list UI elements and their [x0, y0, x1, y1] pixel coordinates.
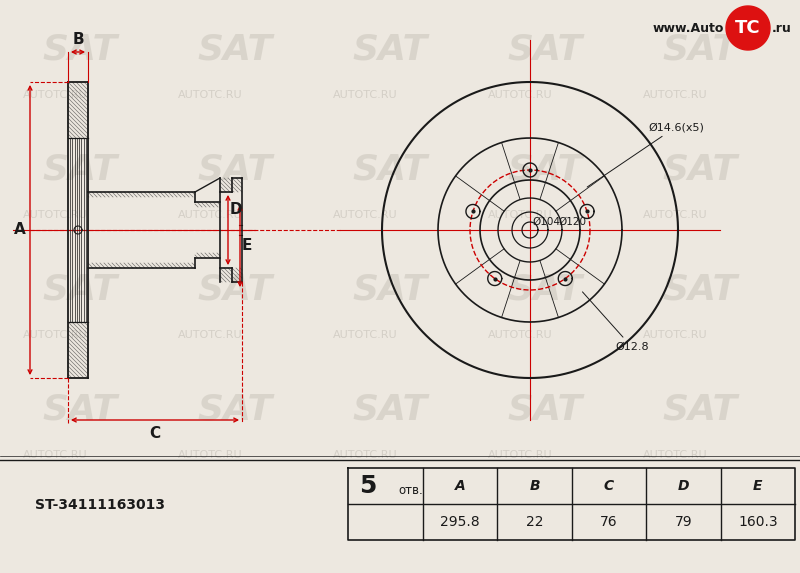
Text: AUTOTC.RU: AUTOTC.RU: [488, 450, 552, 460]
Text: SAT: SAT: [662, 153, 738, 187]
Text: AUTOTC.RU: AUTOTC.RU: [22, 210, 87, 220]
Text: SAT: SAT: [507, 153, 582, 187]
Text: AUTOTC.RU: AUTOTC.RU: [333, 90, 398, 100]
Text: SAT: SAT: [42, 33, 118, 67]
Text: AUTOTC.RU: AUTOTC.RU: [178, 210, 242, 220]
Text: SAT: SAT: [507, 393, 582, 427]
Text: 22: 22: [526, 515, 543, 529]
Text: B: B: [72, 33, 84, 48]
Text: SAT: SAT: [662, 393, 738, 427]
Text: SAT: SAT: [198, 393, 273, 427]
Text: AUTOTC.RU: AUTOTC.RU: [22, 330, 87, 340]
Text: Ø12.8: Ø12.8: [582, 292, 649, 352]
Text: SAT: SAT: [42, 393, 118, 427]
Text: отв.: отв.: [398, 484, 422, 496]
Text: AUTOTC.RU: AUTOTC.RU: [333, 330, 398, 340]
Text: AUTOTC.RU: AUTOTC.RU: [488, 330, 552, 340]
Text: SAT: SAT: [353, 153, 427, 187]
Polygon shape: [726, 6, 770, 50]
Text: E: E: [242, 237, 252, 253]
Text: www.Auto: www.Auto: [653, 22, 724, 34]
Text: B: B: [530, 479, 540, 493]
Text: TC: TC: [735, 19, 761, 37]
Text: AUTOTC.RU: AUTOTC.RU: [642, 450, 707, 460]
Text: SAT: SAT: [662, 33, 738, 67]
Text: AUTOTC.RU: AUTOTC.RU: [488, 90, 552, 100]
Text: C: C: [604, 479, 614, 493]
Text: AUTOTC.RU: AUTOTC.RU: [333, 210, 398, 220]
Text: Ø104: Ø104: [532, 217, 560, 227]
Text: SAT: SAT: [507, 273, 582, 307]
Text: AUTOTC.RU: AUTOTC.RU: [642, 210, 707, 220]
Text: 79: 79: [674, 515, 692, 529]
Text: SAT: SAT: [353, 393, 427, 427]
Text: AUTOTC.RU: AUTOTC.RU: [642, 90, 707, 100]
Text: SAT: SAT: [507, 33, 582, 67]
Text: .ru: .ru: [772, 22, 792, 34]
Text: C: C: [150, 426, 161, 442]
Text: AUTOTC.RU: AUTOTC.RU: [22, 90, 87, 100]
Text: AUTOTC.RU: AUTOTC.RU: [178, 330, 242, 340]
Text: 5: 5: [359, 474, 377, 498]
Text: SAT: SAT: [353, 273, 427, 307]
Text: AUTOTC.RU: AUTOTC.RU: [178, 90, 242, 100]
Text: AUTOTC.RU: AUTOTC.RU: [488, 210, 552, 220]
Text: D: D: [678, 479, 689, 493]
Text: SAT: SAT: [198, 153, 273, 187]
Text: Ø14.6(x5): Ø14.6(x5): [587, 122, 704, 187]
Text: AUTOTC.RU: AUTOTC.RU: [333, 450, 398, 460]
Text: Ø120: Ø120: [558, 217, 586, 227]
Text: 295.8: 295.8: [440, 515, 480, 529]
Text: SAT: SAT: [353, 33, 427, 67]
Text: AUTOTC.RU: AUTOTC.RU: [642, 330, 707, 340]
Text: AUTOTC.RU: AUTOTC.RU: [22, 450, 87, 460]
Text: 76: 76: [600, 515, 618, 529]
Text: SAT: SAT: [42, 153, 118, 187]
Text: SAT: SAT: [198, 33, 273, 67]
Text: A: A: [14, 222, 26, 237]
Text: SAT: SAT: [42, 273, 118, 307]
Text: 160.3: 160.3: [738, 515, 778, 529]
Text: AUTOTC.RU: AUTOTC.RU: [178, 450, 242, 460]
Text: E: E: [753, 479, 762, 493]
Text: D: D: [230, 202, 242, 218]
Text: ST-34111163013: ST-34111163013: [35, 498, 165, 512]
Text: A: A: [455, 479, 466, 493]
Text: SAT: SAT: [198, 273, 273, 307]
Text: SAT: SAT: [662, 273, 738, 307]
